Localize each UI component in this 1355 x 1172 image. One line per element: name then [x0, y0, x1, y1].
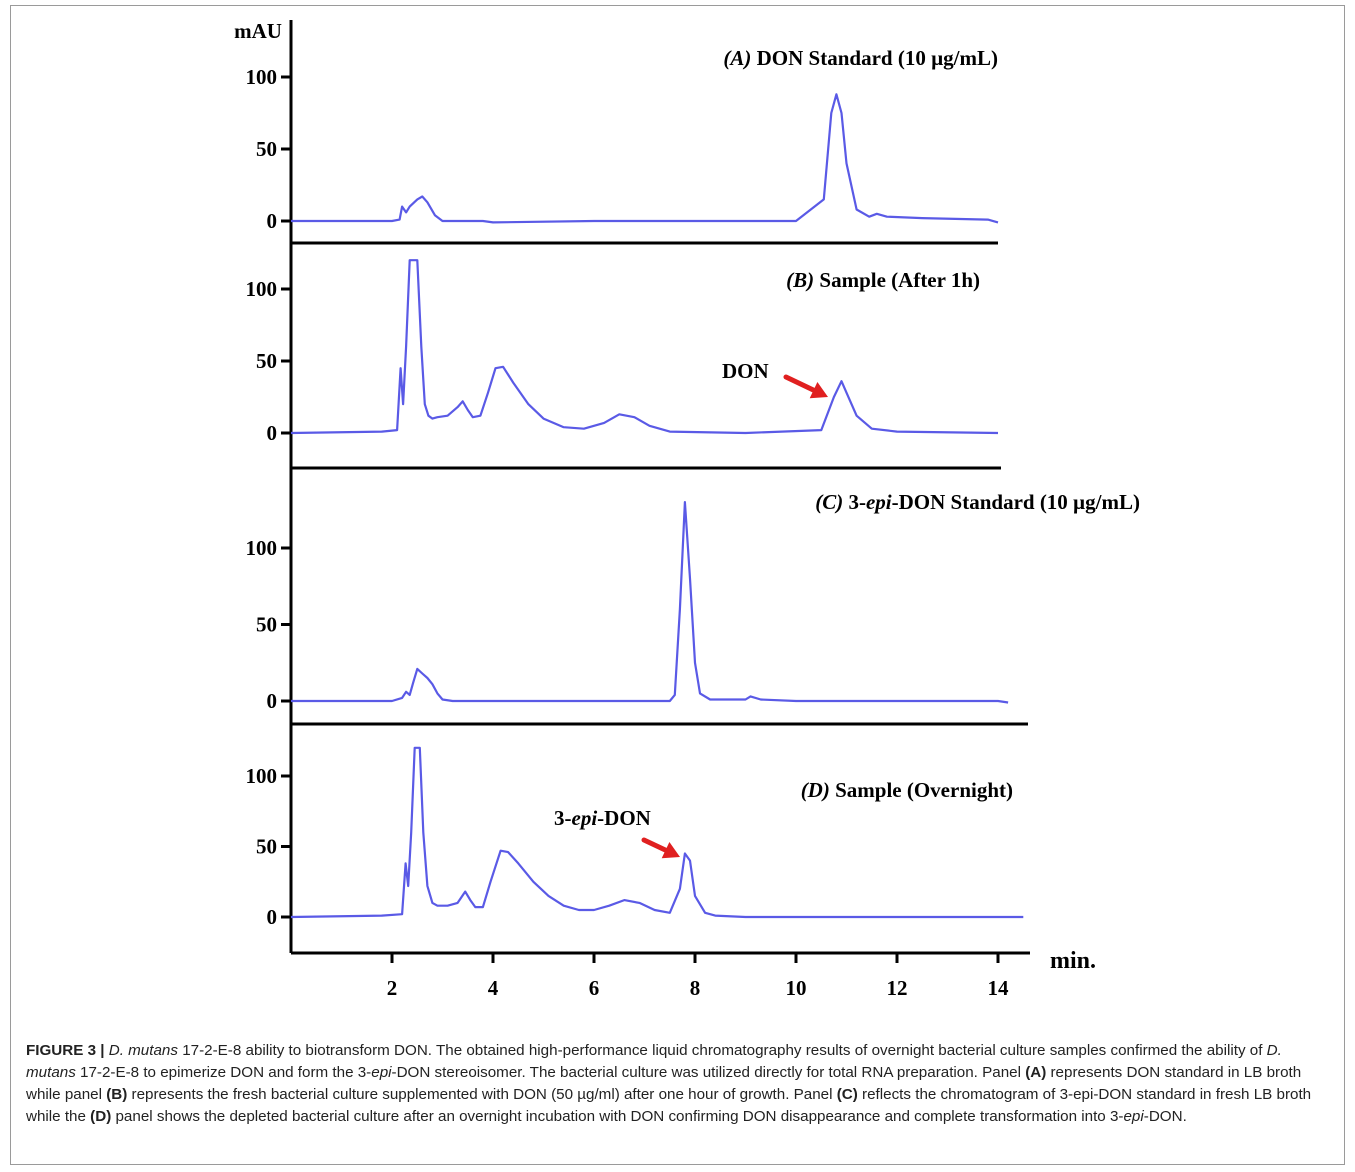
caption-part: (B): [106, 1086, 128, 1103]
annotation-arrow-shaft: [783, 374, 817, 393]
y-tick-label: 50: [256, 349, 277, 373]
caption-part: -DON stereoisomer. The bacterial culture…: [391, 1064, 1026, 1081]
y-tick-label: 0: [267, 689, 278, 713]
caption-part: reflects the chromatogram of 3-epi-DON s…: [26, 1086, 1312, 1125]
chromatogram-trace-c: [291, 501, 1009, 704]
x-axis-unit-label: min.: [1050, 948, 1096, 974]
caption-part: epi: [1123, 1108, 1144, 1125]
caption-figure-label: FIGURE 3 |: [26, 1042, 105, 1059]
x-tick-label: 6: [589, 976, 600, 1000]
panel-title-text: DON Standard (10 µg/mL): [757, 46, 998, 70]
chromatogram-trace-a: [291, 93, 999, 224]
panel-label: (A): [723, 46, 751, 70]
x-tick-label: 14: [988, 976, 1010, 1000]
panel-b-title: (B) Sample (After 1h): [786, 268, 980, 292]
caption-part: 17-2-E-8 ability to biotransform DON. Th…: [177, 1042, 1267, 1059]
y-tick-label: 0: [267, 421, 278, 445]
caption-part: represents DON standard in LB broth whil…: [26, 1064, 1302, 1103]
caption-part: panel shows the depleted bacterial cultu…: [111, 1108, 1124, 1125]
panel-d-title: (D) Sample (Overnight): [801, 778, 1013, 802]
annotation-arrow-head-icon: [661, 842, 680, 859]
caption-part: (C): [836, 1086, 858, 1103]
axes-layer: [281, 20, 1030, 963]
caption-part: D. mutans: [108, 1042, 178, 1059]
panel-c-title: (C) 3-epi-DON Standard (10 µg/mL): [815, 490, 1140, 514]
y-tick-label: 0: [267, 209, 278, 233]
x-tick-label: 2: [387, 976, 398, 1000]
panel-label: (D): [801, 778, 830, 802]
x-tick-label: 12: [887, 976, 908, 1000]
caption-part: 17-2-E-8 to epimerize DON and form the 3…: [75, 1064, 372, 1081]
y-tick-label: 100: [246, 277, 278, 301]
x-tick-label: 8: [690, 976, 701, 1000]
panel-title-text: Sample (After 1h): [819, 268, 980, 292]
annotation-arrow-head-icon: [809, 382, 828, 399]
chromatogram-trace-d: [291, 746, 1024, 919]
annotation-b-label: DON: [722, 359, 769, 383]
figure-frame: [10, 5, 1345, 1165]
y-tick-label: 100: [246, 536, 278, 560]
figure-caption: FIGURE 3 | D. mutans 17-2-E-8 ability to…: [26, 1040, 1326, 1128]
x-tick-label: 10: [786, 976, 807, 1000]
y-tick-label: 50: [256, 137, 277, 161]
y-tick-label: 0: [267, 905, 278, 929]
annotation-arrow-shaft: [641, 837, 669, 853]
y-tick-label: 50: [256, 613, 277, 637]
y-tick-label: 100: [246, 65, 278, 89]
x-tick-label: 4: [488, 976, 499, 1000]
annotation-d-label: 3-epi-DON: [554, 806, 651, 830]
caption-part: (A): [1025, 1064, 1047, 1081]
panel-title-text: Sample (Overnight): [835, 778, 1013, 802]
y-axis-unit-label: mAU: [234, 19, 282, 43]
caption-body: D. mutans 17-2-E-8 ability to biotransfo…: [26, 1042, 1311, 1125]
panel-title-text: 3-epi-DON Standard (10 µg/mL): [848, 490, 1140, 514]
panel-label: (B): [786, 268, 814, 292]
panel-label: (C): [815, 490, 843, 514]
panel-a-title: (A) DON Standard (10 µg/mL): [723, 46, 998, 70]
y-tick-label: 50: [256, 835, 277, 859]
caption-part: D. mutans: [26, 1042, 1282, 1081]
caption-part: -DON.: [1143, 1108, 1187, 1125]
chromatogram-trace-b: [291, 259, 999, 435]
trace-layer: [291, 93, 1024, 919]
y-tick-label: 100: [246, 764, 278, 788]
caption-part: represents the fresh bacterial culture s…: [127, 1086, 837, 1103]
caption-part: epi: [371, 1064, 392, 1081]
caption-part: (D): [90, 1108, 112, 1125]
